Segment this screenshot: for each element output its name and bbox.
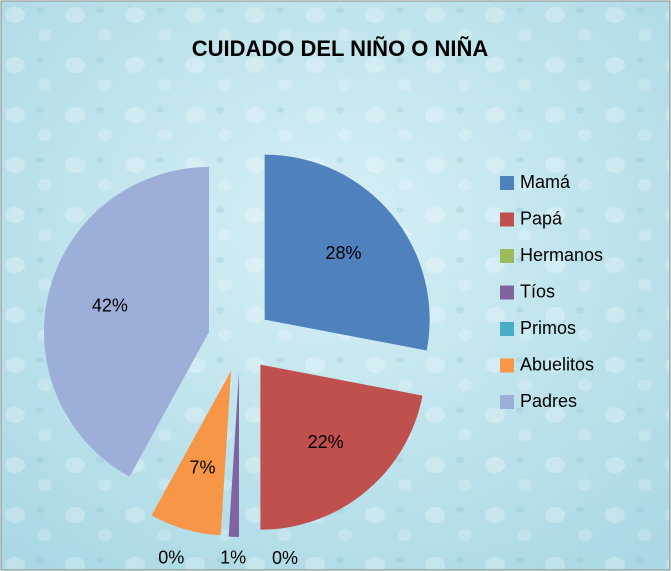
legend-swatch bbox=[500, 358, 514, 373]
legend-swatch bbox=[500, 395, 514, 409]
legend-label: Abuelitos bbox=[520, 354, 594, 374]
data-label: 7% bbox=[190, 458, 216, 478]
legend-swatch bbox=[500, 285, 514, 300]
data-label: 0% bbox=[158, 547, 184, 567]
data-label: 22% bbox=[308, 432, 344, 452]
data-label: 42% bbox=[92, 295, 128, 315]
legend-swatch bbox=[500, 176, 514, 190]
pie-slice bbox=[264, 154, 430, 351]
pie-slice bbox=[260, 364, 423, 530]
legend-label: Mamá bbox=[520, 172, 571, 192]
legend-label: Primos bbox=[520, 318, 576, 338]
data-label: 1% bbox=[220, 548, 246, 568]
legend-swatch bbox=[500, 249, 514, 263]
legend-label: Hermanos bbox=[520, 245, 603, 265]
legend-label: Papá bbox=[520, 208, 563, 228]
legend-swatch bbox=[500, 212, 514, 227]
legend-label: Padres bbox=[520, 391, 577, 411]
chart-title: CUIDADO DEL NIÑO O NIÑA bbox=[192, 36, 489, 61]
data-label: 28% bbox=[325, 243, 361, 263]
legend-swatch bbox=[500, 322, 514, 336]
pie-slice bbox=[44, 167, 210, 477]
data-label: 0% bbox=[272, 548, 298, 568]
pie-slice bbox=[151, 370, 232, 536]
legend-label: Tíos bbox=[520, 281, 555, 301]
pie-slice bbox=[228, 371, 239, 537]
